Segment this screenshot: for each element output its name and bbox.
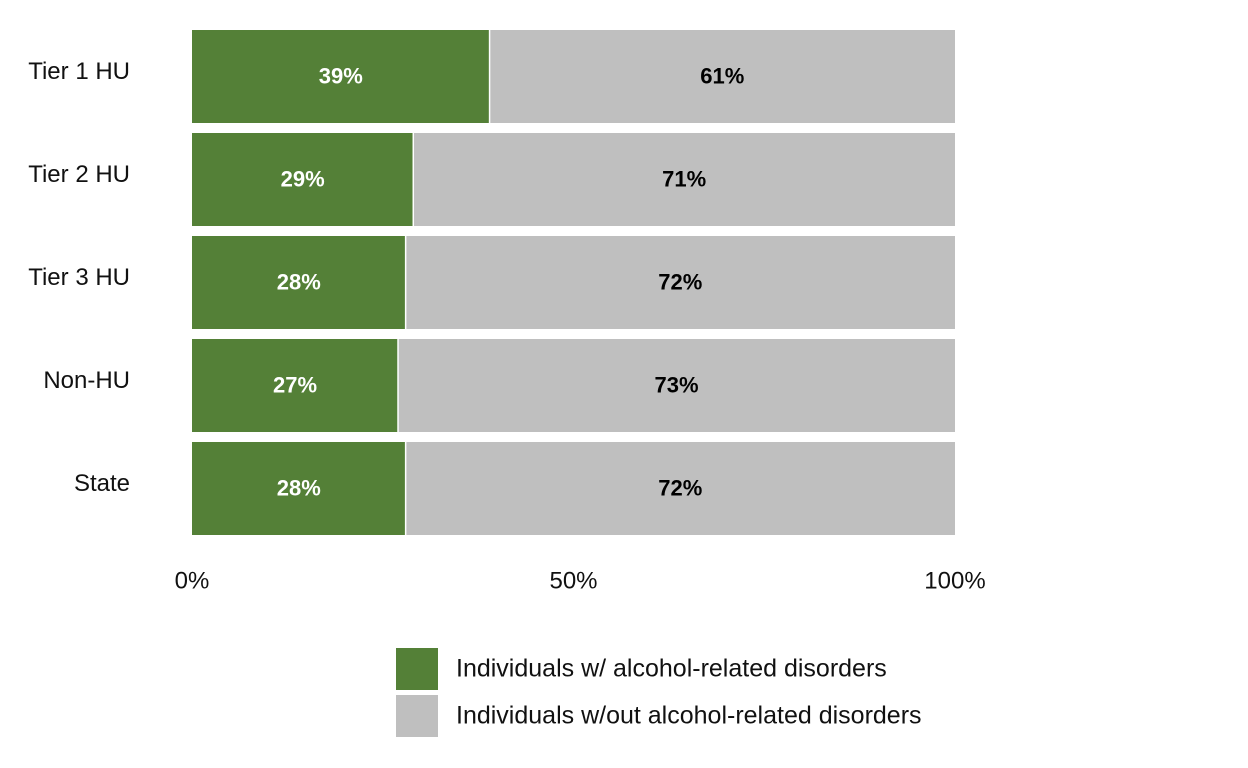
legend-label: Individuals w/ alcohol-related disorders bbox=[456, 655, 887, 683]
data-label: 72% bbox=[658, 269, 702, 294]
data-label: 29% bbox=[281, 166, 325, 191]
data-label: 39% bbox=[319, 63, 363, 88]
bar-segment bbox=[192, 30, 490, 123]
data-label: 27% bbox=[273, 372, 317, 397]
x-axis-tick-labels: 0% 50% 100% bbox=[175, 567, 986, 594]
legend-swatch bbox=[396, 695, 438, 737]
bar-segment bbox=[405, 236, 955, 329]
data-label: 73% bbox=[654, 372, 698, 397]
x-tick-label: 100% bbox=[924, 567, 985, 594]
x-tick-label: 0% bbox=[175, 567, 210, 594]
category-labels: Tier 1 HU Tier 2 HU Tier 3 HU Non-HU State bbox=[28, 58, 130, 497]
bar-segment bbox=[413, 133, 955, 226]
data-label: 28% bbox=[277, 269, 321, 294]
bar-segment bbox=[398, 339, 955, 432]
bar-segment bbox=[405, 442, 955, 535]
data-label: 72% bbox=[658, 475, 702, 500]
x-tick-label: 50% bbox=[549, 567, 597, 594]
category-label: Tier 1 HU bbox=[28, 58, 130, 85]
data-label: 28% bbox=[277, 475, 321, 500]
legend-swatch bbox=[396, 648, 438, 690]
bar-segment bbox=[192, 442, 406, 535]
data-label: 61% bbox=[700, 63, 744, 88]
legend-label: Individuals w/out alcohol-related disord… bbox=[456, 702, 922, 730]
category-label: Non-HU bbox=[43, 367, 130, 394]
bar-segment bbox=[192, 133, 414, 226]
bar-segment bbox=[192, 236, 406, 329]
category-label: Tier 3 HU bbox=[28, 264, 130, 291]
category-label: Tier 2 HU bbox=[28, 161, 130, 188]
legend: Individuals w/ alcohol-related disorders… bbox=[396, 648, 922, 737]
bars-group bbox=[192, 30, 955, 535]
category-label: State bbox=[74, 470, 130, 497]
data-labels: 39% 61% 29% 71% 28% 72% 27% 73% 28% 72% bbox=[273, 63, 744, 500]
bar-segment bbox=[192, 339, 399, 432]
bar-segment bbox=[489, 30, 955, 123]
data-label: 71% bbox=[662, 166, 706, 191]
